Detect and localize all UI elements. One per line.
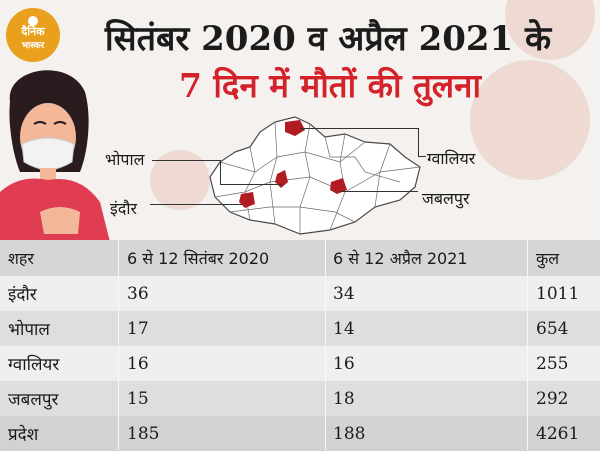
- table-row: इंदौर 36 34 1011: [0, 276, 600, 311]
- row-sept-2020: 36: [127, 283, 149, 304]
- row-sept-2020: 16: [127, 353, 149, 374]
- indore-label: इंदौर: [110, 199, 138, 218]
- gwalior-label: ग्वालियर: [427, 149, 476, 168]
- virus-decoration: [470, 60, 590, 180]
- deaths-comparison-table: शहर 6 से 12 सितंबर 2020 6 से 12 अप्रैल 2…: [0, 240, 600, 451]
- title-line-2: 7 दिन में मौतों की तुलना: [178, 66, 482, 105]
- row-apr-2021: 14: [333, 318, 355, 339]
- logo-text-line1: दैनिक: [21, 25, 45, 38]
- logo-text-line2: भास्कर: [21, 41, 45, 51]
- bhopal-leader: [152, 160, 220, 161]
- row-city: ग्वालियर: [8, 355, 60, 375]
- indore-highlight: [239, 192, 255, 208]
- gwalior-leader: [300, 128, 418, 129]
- gwalior-highlight: [285, 120, 305, 136]
- column-divider: [325, 240, 326, 450]
- header-total: कुल: [536, 249, 560, 268]
- row-city: इंदौर: [8, 285, 37, 305]
- row-apr-2021: 16: [333, 353, 355, 374]
- jabalpur-leader: [340, 191, 418, 192]
- title-line-1: सितंबर 2020 व अप्रैल 2021 के: [104, 19, 552, 59]
- bhopal-label: भोपाल: [105, 150, 145, 169]
- row-city: भोपाल: [8, 320, 50, 340]
- bhopal-highlight: [275, 170, 288, 188]
- row-sept-2020: 15: [127, 388, 149, 409]
- jabalpur-label: जबलपुर: [422, 189, 470, 208]
- table-header-row: शहर 6 से 12 सितंबर 2020 6 से 12 अप्रैल 2…: [0, 240, 600, 276]
- header-city: शहर: [8, 249, 34, 268]
- bhopal-leader-down: [220, 160, 221, 184]
- table-row-state-total: प्रदेश 185 188 4261: [0, 416, 600, 451]
- virus-decoration: [150, 150, 210, 210]
- gwalior-leader-down: [418, 128, 419, 156]
- row-total: 654: [536, 318, 569, 339]
- row-city: प्रदेश: [8, 425, 39, 445]
- table-row: ग्वालियर 16 16 255: [0, 346, 600, 381]
- row-total: 1011: [536, 283, 580, 304]
- bhopal-leader-end: [220, 184, 282, 185]
- dainik-bhaskar-logo: दैनिक भास्कर: [6, 8, 60, 62]
- row-city: जबलपुर: [8, 390, 59, 410]
- row-total: 255: [536, 353, 569, 374]
- gwalior-leader-end: [418, 156, 426, 157]
- row-apr-2021: 188: [333, 423, 366, 444]
- header-graphic: दैनिक भास्कर सितंबर 2020 व अप्रैल 2021 क…: [0, 0, 595, 240]
- row-apr-2021: 18: [333, 388, 355, 409]
- header-sept-2020: 6 से 12 सितंबर 2020: [127, 249, 270, 268]
- row-apr-2021: 34: [333, 283, 355, 304]
- header-apr-2021: 6 से 12 अप्रैल 2021: [333, 249, 468, 268]
- indore-leader: [150, 204, 242, 205]
- column-divider: [527, 240, 528, 450]
- column-divider: [118, 240, 119, 450]
- table-row: जबलपुर 15 18 292: [0, 381, 600, 416]
- row-total: 292: [536, 388, 569, 409]
- sun-icon: [28, 16, 38, 26]
- table-row: भोपाल 17 14 654: [0, 311, 600, 346]
- row-total: 4261: [536, 423, 580, 444]
- row-sept-2020: 17: [127, 318, 149, 339]
- madhya-pradesh-map: [209, 116, 421, 235]
- row-sept-2020: 185: [127, 423, 160, 444]
- masked-woman-illustration: [0, 70, 110, 240]
- jabalpur-highlight: [330, 178, 347, 194]
